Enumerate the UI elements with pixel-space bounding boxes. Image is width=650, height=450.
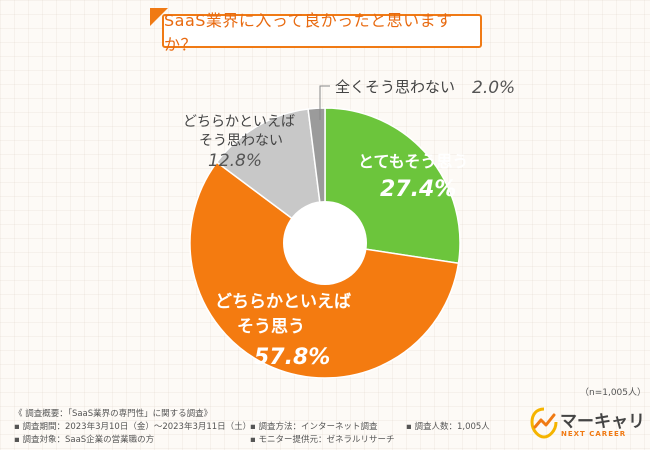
footer-monitor: ▪ モニター提供元：ゼネラルリサーチ — [250, 435, 395, 445]
label-rather-yes-line1: どちらかといえば — [215, 292, 351, 312]
value-very-yes: 27.4% — [380, 177, 456, 202]
logo-mark-icon — [530, 407, 558, 439]
label-not-at-all: 全くそう思わない — [335, 78, 455, 96]
leader-line — [319, 85, 330, 120]
footer-method: ▪ 調査方法：インターネット調査 — [250, 422, 378, 432]
label-rather-no-line1: どちらかといえば — [183, 114, 295, 130]
logo-subtitle: NEXT CAREER — [561, 430, 627, 438]
brand-logo: マーキャリ NEXT CAREER — [530, 405, 645, 445]
logo-name: マーキャリ — [560, 412, 645, 432]
value-not-at-all: 2.0% — [472, 78, 515, 98]
title-corner-decoration — [150, 8, 168, 26]
label-rather-yes-line2: そう思う — [237, 317, 305, 337]
donut-hole — [283, 201, 367, 285]
footer-target: ▪ 調査対象：SaaS企業の営業職の方 — [14, 435, 155, 445]
chart-title-text: SaaS業界に入って良かったと思いますか？ — [164, 11, 453, 54]
slice-rather-no — [215, 108, 326, 245]
footer-count: ▪ 調査人数：1,005人 — [406, 422, 490, 432]
value-rather-no: 12.8% — [208, 151, 262, 171]
label-rather-no-line2: そう思わない — [199, 133, 283, 149]
sample-size: （n=1,005人） — [580, 388, 647, 398]
chart-title: SaaS業界に入って良かったと思いますか？ — [162, 11, 482, 54]
label-very-yes: とてもそう思う — [358, 152, 468, 171]
pie-chart: 全くそう思わない 2.0% どちらかといえば そう思わない 12.8% とてもそ… — [183, 78, 515, 379]
value-rather-yes: 57.8% — [254, 345, 330, 370]
footer-period: ▪ 調査期間：2023年3月10日（金）～2023年3月11日（土） — [14, 422, 252, 432]
footer-overview: 《 調査概要：「SaaS業界の専門性」に関する調査》 — [14, 409, 213, 419]
